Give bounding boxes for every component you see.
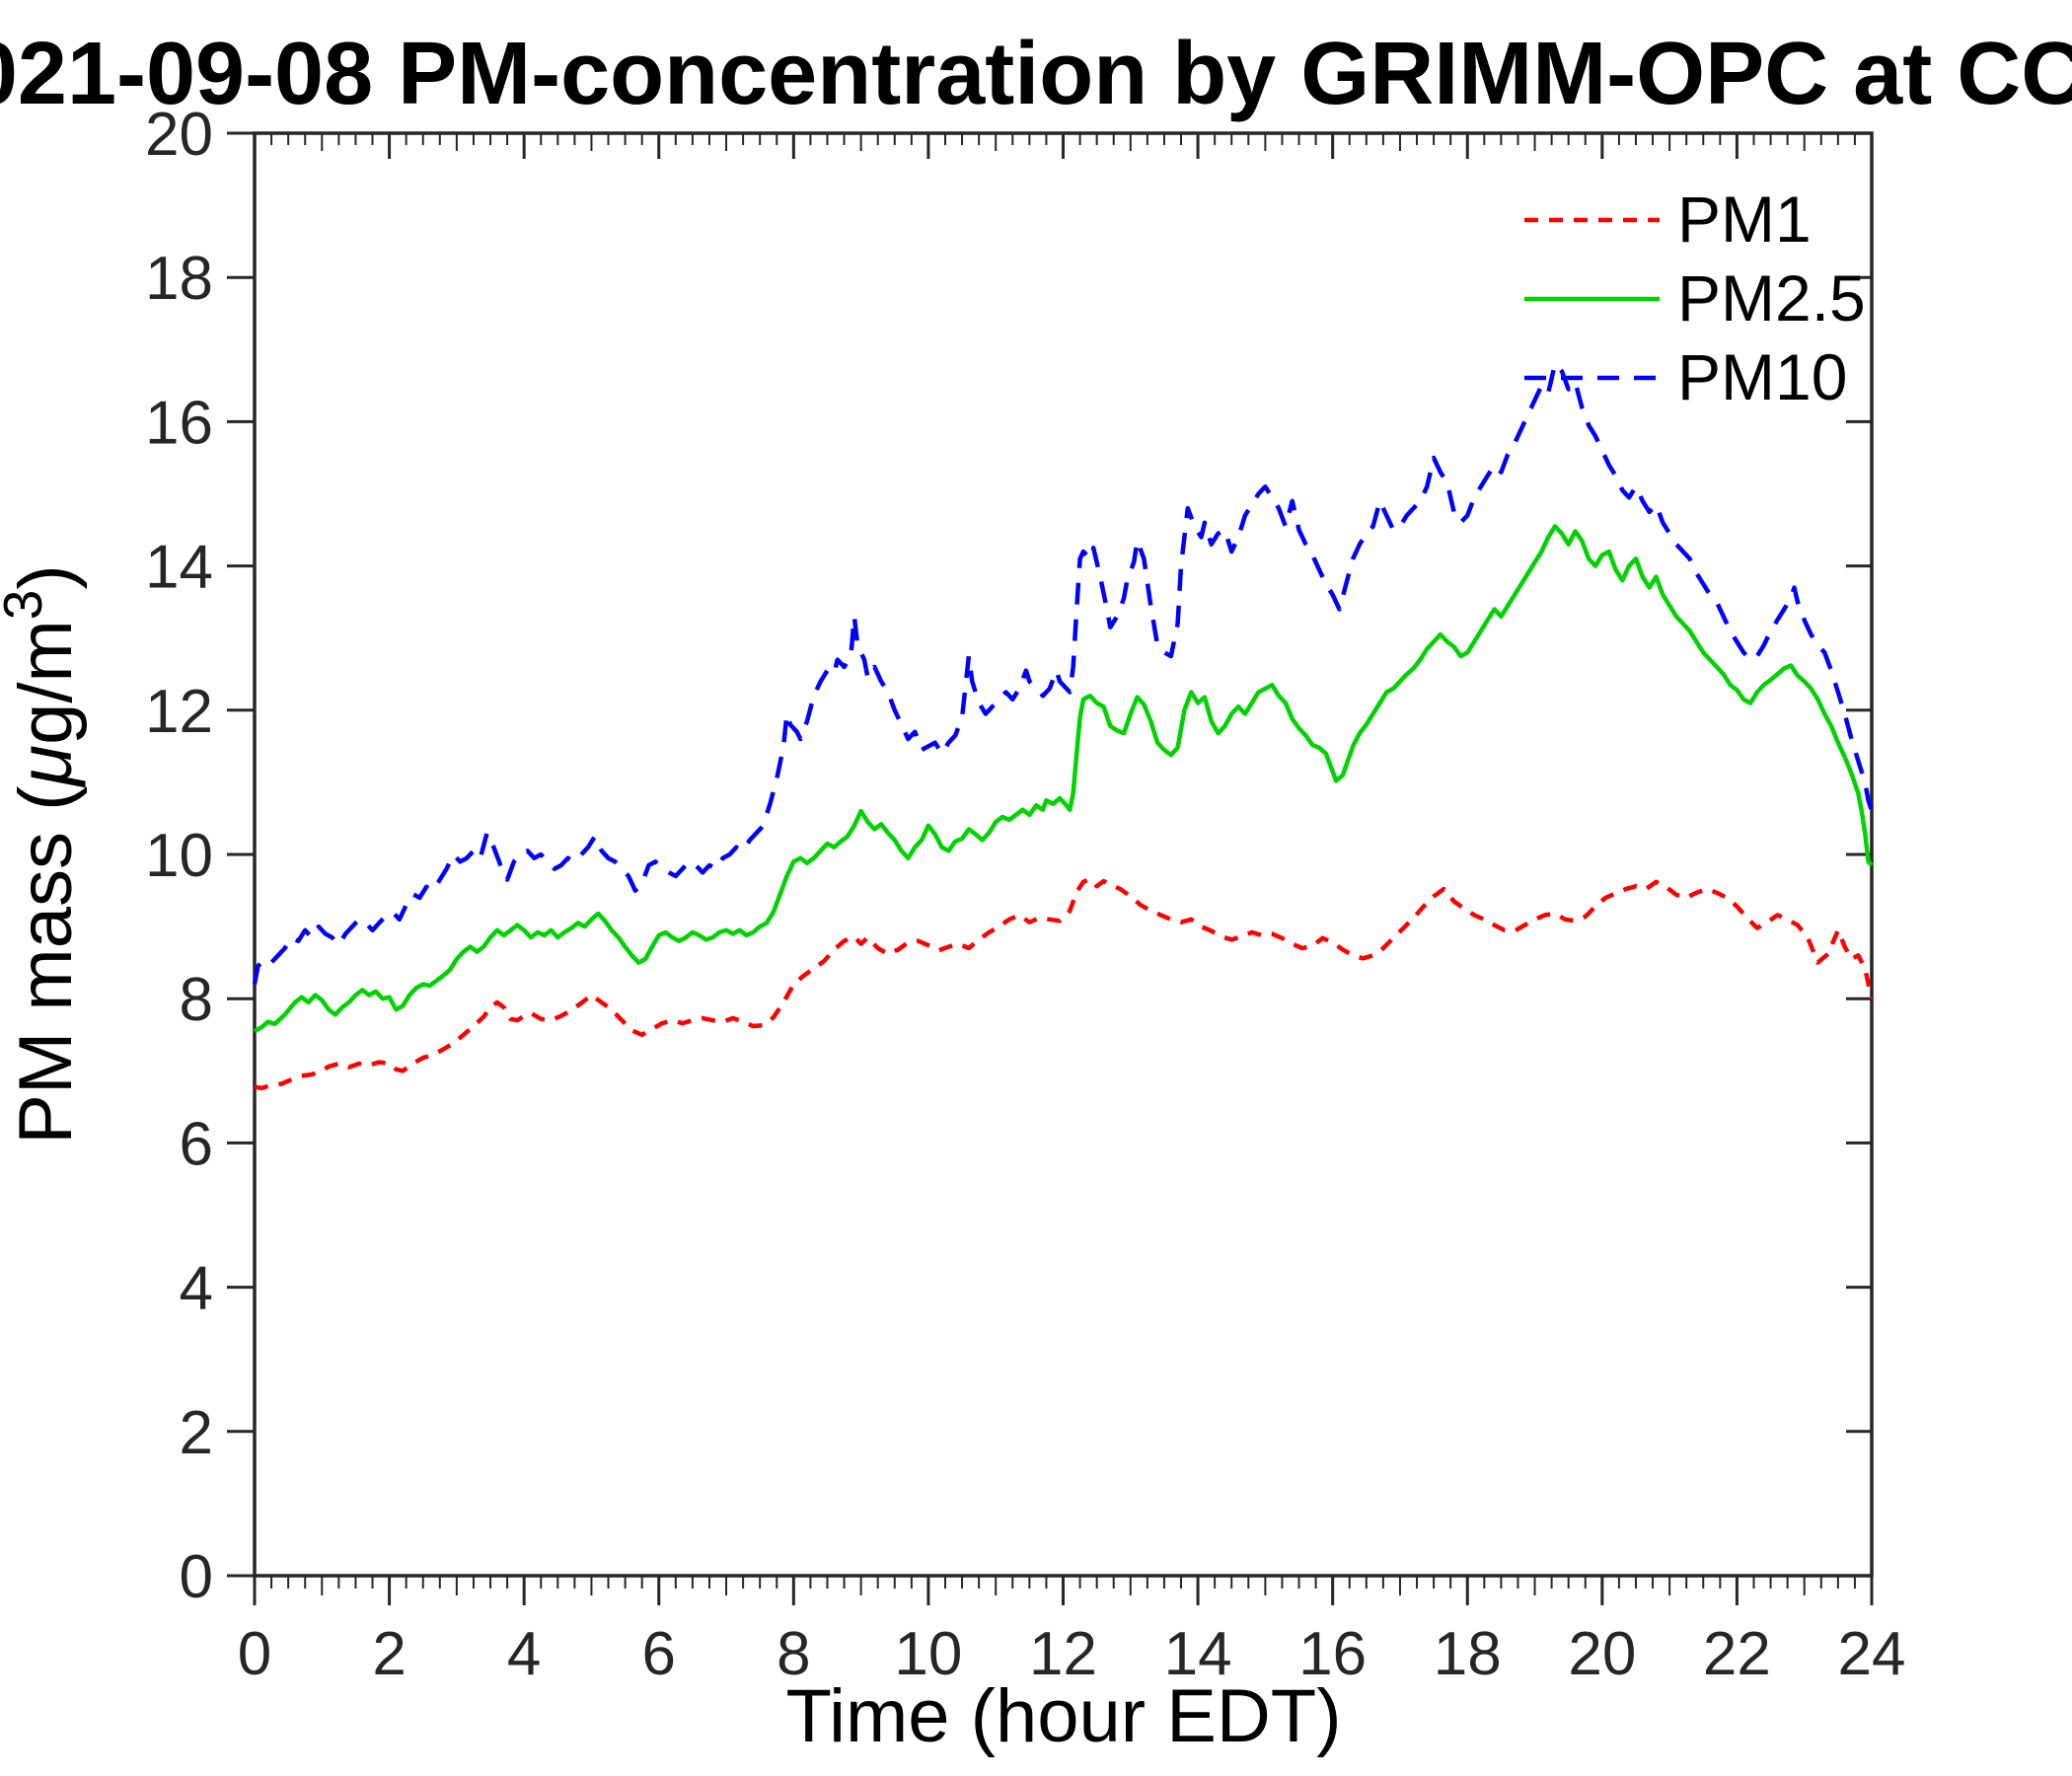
chart-title: 2021-09-08 PM-concentration by GRIMM-OPC… [0,25,2072,123]
y-tick-label: 4 [180,1255,213,1323]
y-tick-label: 16 [145,389,213,457]
x-tick-label: 14 [1164,1620,1232,1688]
pm25-series-line [253,524,1874,1034]
x-tick-label: 20 [1568,1620,1636,1688]
x-tick-label: 8 [777,1620,810,1688]
pm1-series-line [254,876,1875,1091]
x-tick-label: 2 [372,1620,406,1688]
x-tick-label: 6 [642,1620,676,1688]
y-axis-label: PM mass (μg/m3) [0,564,88,1144]
x-tick-label: 16 [1298,1620,1367,1688]
legend-entry-pm10: PM10 [1524,340,1847,413]
pm1-legend-label: PM1 [1677,183,1812,256]
x-tick-label: 22 [1703,1620,1771,1688]
x-axis-label: Time (hour EDT) [785,1674,1341,1758]
y-tick-label: 2 [180,1399,213,1467]
y-tick-label: 14 [145,534,213,602]
y-tick-label: 12 [145,678,213,746]
series-lines [252,361,1875,1091]
legend-entry-pm25: PM2.5 [1524,261,1866,334]
x-tick-label: 4 [507,1620,541,1688]
y-tick-label: 10 [145,822,213,890]
x-tick-label: 24 [1838,1620,1906,1688]
legend: PM1 PM2.5 PM10 [1524,183,1866,413]
pm25-legend-label: PM2.5 [1677,261,1866,334]
legend-entry-pm1: PM1 [1524,183,1812,256]
y-tick-label: 6 [180,1110,213,1178]
y-tick-label: 20 [145,101,213,169]
y-tick-label: 0 [180,1543,213,1611]
y-tick-label: 18 [145,245,213,313]
x-tick-label: 10 [894,1620,962,1688]
x-tick-label: 0 [238,1620,271,1688]
x-tick-label: 12 [1029,1620,1097,1688]
x-tick-label: 18 [1434,1620,1502,1688]
pm10-legend-label: PM10 [1677,340,1847,413]
y-tick-label: 8 [180,966,213,1034]
pm10-series-line [252,361,1875,986]
